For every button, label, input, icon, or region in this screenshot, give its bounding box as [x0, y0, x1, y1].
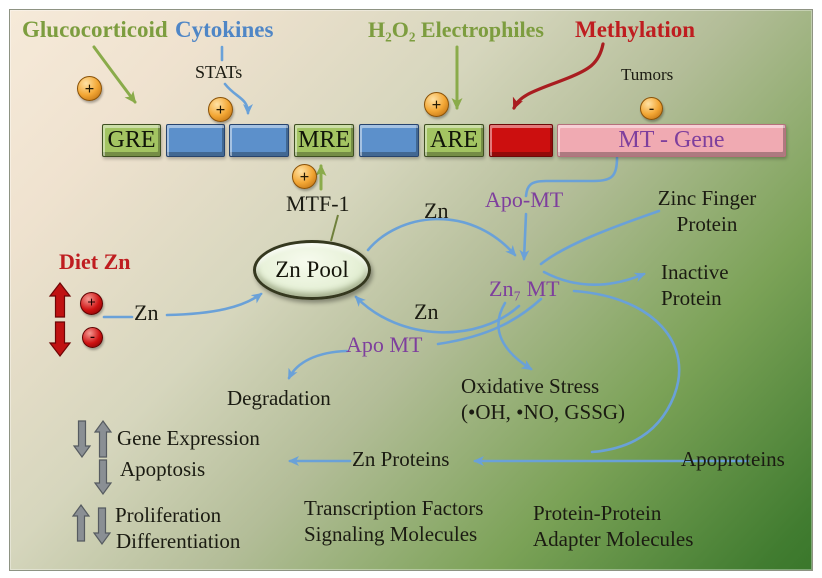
gene-segment-blue-2	[229, 124, 289, 157]
apo-mt-top-label: Apo-MT	[485, 187, 564, 212]
zn-top-label: Zn	[424, 198, 449, 223]
gene-segment-blue-1	[166, 124, 225, 157]
gene-segment-mre: MRE	[294, 124, 354, 157]
diet-zn-up-arrow	[48, 282, 72, 318]
apo-mt-mid-label: Apo MT	[346, 332, 423, 357]
methylation-label: Methylation	[575, 17, 696, 42]
arrow-zn7mt-to-oxidative-stress	[497, 301, 533, 371]
line-mtgene-to-apomt	[524, 156, 619, 198]
transcription-signaling-label: Transcription Factors Signaling Molecule…	[304, 496, 484, 546]
plus-icon: +	[292, 164, 317, 189]
differentiation-label: Differentiation	[116, 529, 241, 553]
zn-proteins-label: Zn Proteins	[352, 447, 450, 471]
h2o2-electrophiles-label: H₂O₂ Electrophiles	[368, 17, 544, 42]
line-apomt-mid-exchange	[436, 297, 543, 346]
plus-icon: +	[77, 76, 102, 101]
gene-expression-label: Gene Expression	[117, 426, 260, 450]
arrow-dietzn-to-znpool	[165, 292, 263, 317]
gene-segment-are: ARE	[424, 124, 484, 157]
arrow-methylation-to-red-element	[512, 42, 605, 110]
apoproteins-label: Apoproteins	[681, 447, 785, 471]
diet-zn-down-arrow	[48, 321, 72, 357]
protein-adapter-label: Protein-Protein Adapter Molecules	[533, 501, 694, 551]
diet-zn-label: Diet Zn	[59, 249, 131, 274]
arrow-apomt-to-degradation	[287, 349, 349, 380]
inactive-protein-label: Inactive Protein	[661, 260, 729, 310]
arrow-stats-to-gene	[223, 82, 253, 115]
diet-minus-icon: -	[82, 327, 103, 348]
gene-segment-blue-3	[359, 124, 419, 157]
curve-zn7mt-to-apoproteins-line	[572, 289, 681, 454]
arrow-glucocorticoid-to-gre	[92, 45, 137, 104]
mre-label: MRE	[297, 127, 350, 153]
glucocorticoid-label: Glucocorticoid	[22, 17, 168, 42]
cytokines-label: Cytokines	[175, 17, 274, 42]
zn-pool-node: Zn Pool	[253, 240, 371, 300]
arrow-znpool-zn-to-zn7mt	[366, 217, 517, 257]
line-znpool-to-mtf1	[330, 214, 339, 242]
gene-segment-methylation	[489, 124, 553, 157]
apoptosis-down-arrow	[93, 459, 113, 496]
tumors-label: Tumors	[621, 65, 674, 84]
arrow-zn7mt-zn-to-znpool	[354, 295, 521, 334]
gene-expression-down-arrow	[72, 420, 92, 459]
curve-zincfinger-to-zn7mt	[539, 209, 661, 266]
diet-plus-icon: +	[80, 292, 103, 315]
mtf1-label: MTF-1	[286, 191, 350, 216]
arrow-apomt-to-zn7mt	[519, 212, 530, 261]
plus-icon: +	[424, 92, 449, 117]
degradation-label: Degradation	[227, 386, 331, 410]
gre-label: GRE	[107, 127, 156, 153]
arrow-to-inactive-protein	[542, 270, 646, 286]
gene-segment-gre: GRE	[102, 124, 161, 157]
zn-bottom-label: Zn	[414, 299, 439, 324]
stats-label: STATs	[195, 62, 243, 82]
plus-icon: +	[208, 97, 233, 122]
proliferation-label: Proliferation	[115, 503, 222, 527]
zn7-mt-label: Zn₇ MT	[489, 276, 560, 301]
mt-gene-label: MT - Gene	[618, 127, 725, 153]
gene-segment-mt-gene: MT - Gene	[557, 124, 786, 157]
oxidative-stress-label: Oxidative Stress (•OH, •NO, GSSG)	[461, 374, 626, 424]
zinc-finger-protein-label: Zinc Finger Protein	[657, 186, 757, 236]
zn-diet-label: Zn	[134, 300, 159, 325]
are-label: ARE	[430, 127, 478, 153]
gene-expression-up-arrow	[93, 419, 113, 458]
zn-pool-label: Zn Pool	[275, 257, 349, 282]
proliferation-down-arrow	[92, 507, 112, 546]
apoptosis-label: Apoptosis	[120, 457, 206, 481]
diagram-background	[9, 9, 813, 571]
proliferation-up-arrow	[71, 503, 91, 542]
minus-icon: -	[640, 97, 663, 120]
